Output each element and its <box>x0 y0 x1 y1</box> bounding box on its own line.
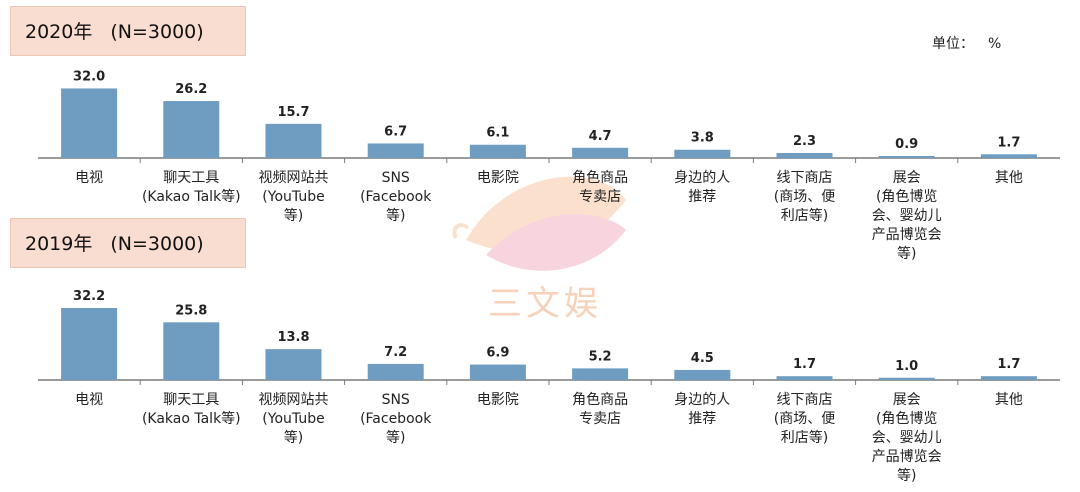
category-label: 展会(角色博览会、婴幼儿产品博览会等) <box>872 392 942 484</box>
bar <box>776 153 833 158</box>
category-label: 电影院 <box>477 392 519 408</box>
category-label: 电视 <box>75 392 103 408</box>
chart-1: 32.2 电视 25.8 聊天工具(Kakao Talk等) 13.8 视频网站共(You… <box>38 289 1060 484</box>
data-label: 1.7 <box>793 357 816 372</box>
data-label: 6.1 <box>486 126 509 141</box>
bar <box>980 376 1037 380</box>
bar <box>674 369 731 380</box>
bar <box>980 154 1037 158</box>
chart-0: 32.0 电视 26.2 聊天工具(Kakao Talk等) 15.7 视频网站共(You… <box>38 69 1060 262</box>
data-label: 0.9 <box>895 137 918 152</box>
bar <box>469 364 526 380</box>
bar <box>367 143 424 158</box>
data-label: 1.7 <box>997 135 1020 150</box>
data-label: 6.7 <box>384 124 407 139</box>
bar <box>878 156 935 158</box>
year-tab-2020: 2020年 (N=3000) <box>10 6 246 56</box>
bar <box>469 144 526 158</box>
data-label: 5.2 <box>589 349 612 364</box>
data-label: 1.7 <box>997 357 1020 372</box>
data-label: 26.2 <box>175 82 207 97</box>
bar <box>776 376 833 380</box>
data-label: 3.8 <box>691 131 714 146</box>
category-label: 身边的人推荐 <box>674 170 730 205</box>
data-label: 4.5 <box>691 351 714 366</box>
bar <box>163 101 220 158</box>
sample-size-2020: (N=3000) <box>110 21 204 43</box>
data-label: 13.8 <box>277 330 309 345</box>
category-label: 电视 <box>75 170 103 186</box>
sample-size-2019: (N=3000) <box>110 233 204 255</box>
bar <box>878 377 935 380</box>
data-label: 7.2 <box>384 345 407 360</box>
category-label: 身边的人推荐 <box>674 392 730 427</box>
bar <box>61 88 118 158</box>
data-label: 25.8 <box>175 303 207 318</box>
watermark-text: 三文娱 <box>488 284 602 324</box>
bar <box>367 363 424 380</box>
category-label: 其他 <box>995 392 1023 408</box>
category-label: 电影院 <box>477 170 519 186</box>
data-label: 6.9 <box>486 346 509 361</box>
data-label: 1.0 <box>895 359 918 374</box>
bar <box>265 123 322 158</box>
watermark-leaf-icon <box>452 176 626 271</box>
unit-label: 单位：% <box>932 33 1001 53</box>
bar <box>163 322 220 380</box>
category-label: 聊天工具(Kakao Talk等) <box>142 392 241 427</box>
year-label-2020: 2020年 <box>25 21 93 43</box>
category-label: 线下商店(商场、便利店等) <box>774 392 835 446</box>
data-label: 4.7 <box>589 129 612 144</box>
category-label: SNS (Facebook 等) <box>360 392 432 446</box>
data-label: 32.2 <box>73 289 105 304</box>
category-label: 角色商品专卖店 <box>572 391 628 427</box>
bar <box>572 368 629 380</box>
category-label: 视频网站共(YouTube 等) <box>259 170 329 224</box>
bar <box>265 349 322 380</box>
bar <box>572 147 629 158</box>
bar <box>674 149 731 158</box>
data-label: 32.0 <box>73 69 105 84</box>
unit-symbol: % <box>988 36 1002 52</box>
category-label: 其他 <box>995 170 1023 186</box>
category-label: 角色商品专卖店 <box>572 169 628 205</box>
data-label: 2.3 <box>793 134 816 149</box>
unit-text: 单位： <box>932 36 974 52</box>
category-label: SNS (Facebook 等) <box>360 170 432 224</box>
category-label: 视频网站共(YouTube 等) <box>259 392 329 446</box>
year-label-2019: 2019年 <box>25 233 93 255</box>
category-label: 线下商店(商场、便利店等) <box>774 170 835 224</box>
year-tab-2019: 2019年 (N=3000) <box>10 218 246 268</box>
category-label: 展会(角色博览会、婴幼儿产品博览会等) <box>872 170 942 262</box>
category-label: 聊天工具(Kakao Talk等) <box>142 170 241 205</box>
data-label: 15.7 <box>277 105 309 120</box>
bar <box>61 308 118 380</box>
